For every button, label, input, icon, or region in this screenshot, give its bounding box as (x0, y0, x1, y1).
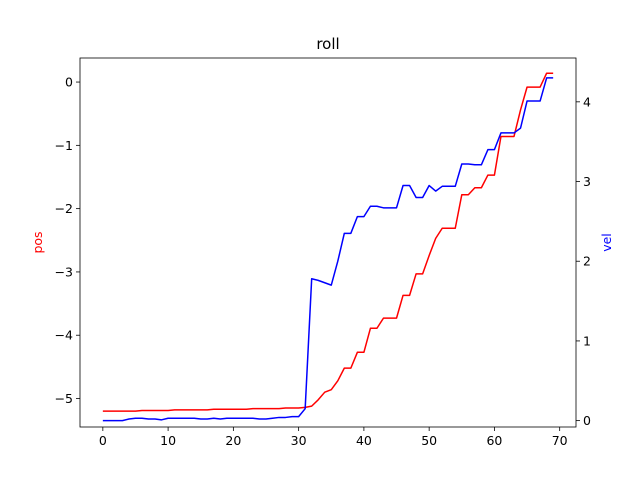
x-tick-label: 60 (486, 433, 502, 448)
y-tick-label-right: 2 (583, 254, 591, 269)
y-tick-label-left: −5 (55, 391, 73, 406)
x-tick-label: 20 (225, 433, 241, 448)
x-tick-label: 40 (356, 433, 372, 448)
x-tick-label: 30 (291, 433, 307, 448)
pos-line (102, 72, 554, 412)
y-tick-label-right: 1 (583, 333, 591, 348)
chart-title: roll (316, 35, 339, 53)
y-tick-label-left: −3 (55, 264, 73, 279)
x-tick-label: 0 (99, 433, 107, 448)
x-tick-label: 10 (160, 433, 176, 448)
y-axis-label-right: vel (599, 233, 614, 252)
y-tick-label-left: −4 (55, 328, 73, 343)
x-tick-label: 70 (552, 433, 568, 448)
y-tick-label-right: 4 (583, 94, 591, 109)
y-tick-label-left: 0 (65, 75, 73, 90)
y-tick-label-right: 3 (583, 174, 591, 189)
y-axis-label-left: pos (30, 231, 45, 253)
x-tick-label: 50 (421, 433, 437, 448)
y-tick-label-left: −1 (55, 138, 73, 153)
y-tick-label-right: 0 (583, 413, 591, 428)
axes-frame (79, 57, 577, 428)
vel-line (102, 77, 554, 422)
plot-area (102, 72, 554, 422)
y-tick-label-left: −2 (55, 201, 73, 216)
tick-layer: 0 10 20 30 40 50 60 70 0 −1 −2 −3 −4 −5 0 1 2 3 4 (55, 75, 591, 448)
